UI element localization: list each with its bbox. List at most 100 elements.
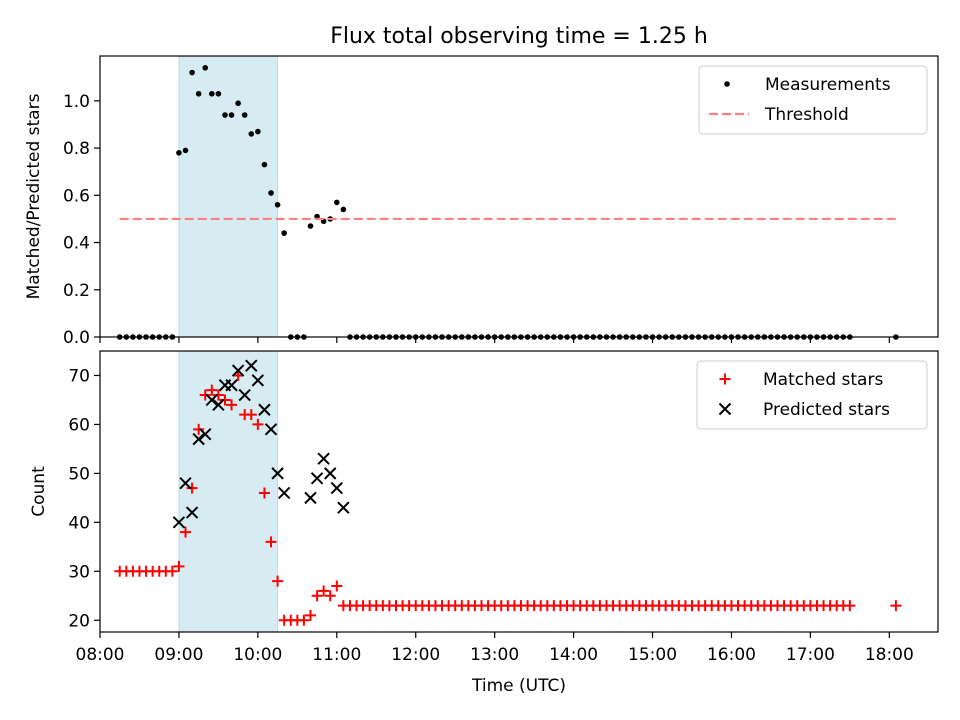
y-tick-label: 0.4 [63,234,90,254]
measurement-point [235,100,241,107]
matched-star-point [311,590,323,602]
measurement-point [209,90,215,97]
axes-frame [99,55,939,338]
predicted-star-point [205,393,219,407]
legend-label: Matched stars [763,370,883,390]
matched-star-point [844,600,856,612]
y-axis-label: Matched/Predicted stars [24,93,44,299]
legend-matched-swatch [719,373,731,385]
y-tick-label: 40 [68,513,90,533]
predicted-star-point [310,472,324,485]
matched-star-point [212,389,224,401]
matched-star-point [180,526,192,538]
x-tick-label: 15:00 [628,645,677,665]
matched-star-point [265,536,277,548]
axes-frame [99,350,939,633]
matched-star-point [331,580,343,592]
measurement-point [248,131,255,137]
x-tick-label: 17:00 [786,645,835,665]
predicted-star-point [185,506,199,519]
x-tick-label: 09:00 [154,645,203,665]
measurement-point [182,147,189,154]
x-axis-label: Time (UTC) [471,676,566,696]
measurement-point [195,90,202,97]
measurement-point [261,161,268,168]
measurement-point [176,150,182,156]
predicted-star-point [192,432,205,446]
x-tick-label: 12:00 [391,645,440,665]
predicted-star-point [199,428,212,441]
matched-star-point [245,409,257,421]
predicted-star-point [225,379,238,392]
legend-label: Predicted stars [763,400,890,420]
matched-star-point [186,482,198,494]
legend: Measurements Threshold [698,65,928,135]
legend: Matched stars Predicted stars [696,360,928,430]
y-tick-label: 1.0 [63,92,90,112]
matched-star-point [226,399,238,411]
predicted-star-point [258,403,271,416]
y-axis-label: Count [29,466,49,517]
legend-frame [698,65,928,135]
chart-title: Flux total observing time = 1.25 h [330,24,708,49]
x-tick-label: 16:00 [707,645,756,665]
measurement-point [340,206,347,213]
measurement-point [202,65,209,71]
legend-label: Measurements [765,75,891,95]
measurement-point [255,128,261,135]
x-tick-label: 18:00 [865,645,914,665]
legend-measurement-swatch [724,81,730,87]
matched-star-point [219,394,231,406]
matched-star-point [166,565,178,577]
measurement-point [268,190,274,196]
predicted-star-point [212,398,225,412]
y-tick-label: 0.6 [63,186,90,206]
predicted-star-point [271,467,284,480]
y-tick-label: 0.2 [63,281,90,301]
matched-star-point [258,487,270,499]
predicted-star-point [330,481,344,495]
measurement-point [215,90,222,97]
measurement-point [189,69,195,76]
measurement-point [222,112,228,118]
measurement-point [274,201,281,208]
predicted-star-point [317,452,330,465]
x-tick-label: 10:00 [233,645,282,665]
measurement-point [307,223,314,229]
predicted-star-point [324,467,337,480]
y-tick-label: 0.8 [63,139,90,159]
predicted-star-point [172,516,186,529]
predicted-star-point [337,501,350,514]
matched-star-point [890,600,902,612]
predicted-star-point [251,374,265,387]
predicted-star-point [179,476,192,490]
predicted-star-point [264,423,278,436]
y-tick-label: 20 [68,611,90,631]
x-tick-label: 13:00 [470,645,519,665]
predicted-star-point [245,359,258,372]
bottom-panel: 20 30 40 50 60 70 08:00 09:00 10:00 11:00 12:00 13:… [29,350,939,696]
legend-frame [696,360,928,430]
predicted-star-point [238,388,251,402]
matched-star-point [324,590,336,602]
x-tick-label: 11:00 [312,645,361,665]
measurement-point [333,199,340,206]
matched-star-point [318,585,330,597]
top-panel: 0.0 0.2 0.4 0.6 0.8 1.0 Matched/Predicted star… [24,55,939,348]
matched-star-point [298,614,310,626]
predicted-star-point [231,364,245,377]
matched-star-point [173,560,185,572]
y-tick-label: 60 [68,415,90,435]
matched-star-point [272,575,284,587]
y-tick-label: 50 [68,464,90,484]
measurement-point [281,230,287,236]
x-tick-label: 14:00 [549,645,598,665]
x-tick-label: 08:00 [76,645,125,665]
predicted-star-point [304,491,317,505]
legend-predicted-swatch [718,402,732,416]
y-tick-label: 0.0 [63,328,90,348]
y-tick-label: 70 [68,366,90,386]
measurement-point [241,112,248,118]
matched-star-point [252,418,264,430]
